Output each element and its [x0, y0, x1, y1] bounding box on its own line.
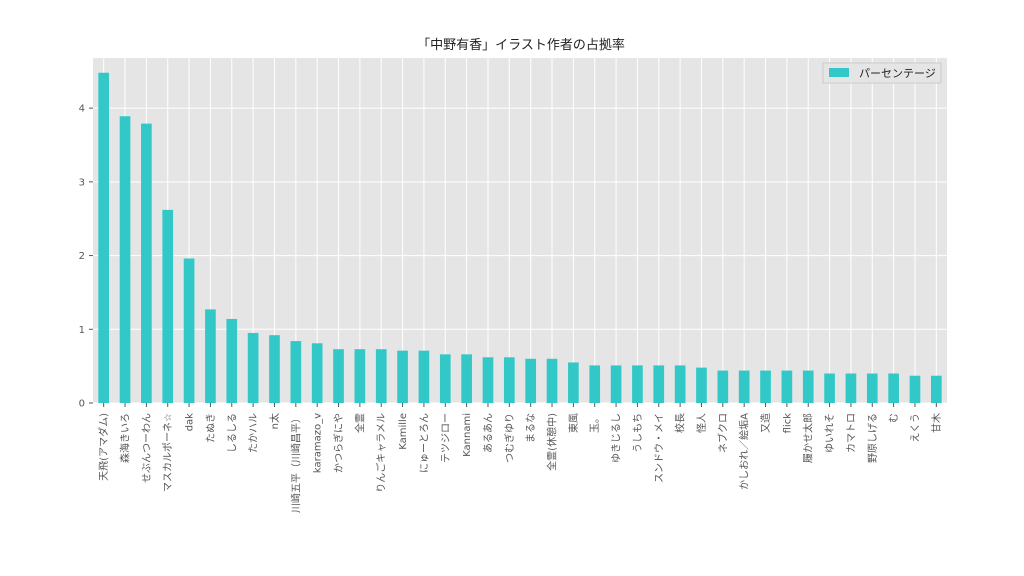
x-tick-label: まるな: [525, 413, 537, 443]
bar: [418, 350, 430, 403]
y-tick-label: 0: [79, 399, 85, 410]
bar: [781, 370, 793, 403]
bar: [354, 349, 366, 403]
x-tick-label: マスカルポーネ☆: [162, 413, 174, 492]
bar: [632, 365, 643, 403]
x-tick-label: 又造: [759, 413, 772, 433]
bar: [119, 116, 131, 403]
bar: [653, 365, 665, 403]
x-tick-label: かつらぎにや: [332, 413, 345, 473]
bar: [888, 373, 899, 403]
x-tick-label: ゆいれそ: [824, 413, 836, 453]
legend-label: パーセンテージ: [859, 67, 936, 80]
x-tick-label: 校長: [674, 413, 687, 433]
x-tick-label: えくう: [909, 413, 921, 443]
legend-swatch: [829, 68, 849, 77]
x-tick-label: ネブクロ: [716, 413, 729, 453]
x-tick-label: せぶんつーわん: [141, 413, 153, 483]
bar: [589, 365, 601, 403]
x-tick-label: 履かせ太郎: [802, 413, 815, 463]
x-tick-label: うしもち: [632, 413, 644, 453]
x-tick-label: 森海きいろ: [119, 413, 132, 463]
x-axis-ticks: 天飛(アマダム) 森海きいろ せぶんつーわん マスカルポーネ☆ dak たぬき しるしる たか…: [97, 403, 943, 513]
bar: [930, 375, 942, 403]
x-tick-label: Kamille: [398, 413, 409, 450]
bar: [397, 350, 408, 403]
x-tick-label: 東風: [567, 413, 580, 433]
x-tick-label: 全霊: [353, 413, 366, 433]
bars: [98, 72, 942, 403]
bar: [162, 209, 174, 403]
x-tick-label: 怪人: [695, 413, 708, 433]
x-tick-label: あるあん: [482, 413, 494, 453]
bar: [333, 349, 344, 403]
bar: [845, 373, 857, 403]
bar: [141, 123, 152, 403]
bar: [568, 362, 579, 403]
x-tick-label: Kannami: [462, 413, 473, 457]
bar: [866, 373, 878, 403]
x-tick-label: かしおれ／絵垢A: [738, 413, 751, 490]
legend-box: [822, 62, 942, 84]
bar: [205, 309, 216, 403]
bar: [247, 332, 259, 403]
bar: [546, 358, 558, 403]
x-tick-label: つむぎゆり: [503, 413, 516, 463]
x-tick-label: dak: [185, 413, 196, 431]
chart-title: 「中野有香」イラスト作者の占拠率: [417, 37, 625, 53]
x-tick-label: n太: [268, 413, 281, 429]
bar: [674, 365, 686, 403]
x-tick-label: 川崎五平（川崎昌平）: [289, 413, 302, 513]
x-tick-label: たぬき: [205, 413, 217, 443]
bar: [226, 318, 238, 403]
bar: [269, 335, 280, 403]
bar: [909, 375, 921, 403]
x-tick-label: 全霊(休憩中): [546, 413, 559, 471]
x-tick-label: flick: [782, 413, 793, 434]
x-tick-label: karamazo_v: [313, 413, 324, 473]
bar: [461, 354, 472, 403]
bar: [311, 343, 323, 403]
bar: [375, 349, 387, 403]
bar: [183, 258, 195, 403]
x-tick-label: む: [888, 413, 900, 423]
y-tick-label: 1: [79, 325, 85, 336]
bar: [525, 358, 537, 403]
bar: [824, 373, 835, 403]
y-tick-label: 3: [79, 177, 85, 188]
y-tick-label: 4: [79, 104, 85, 115]
bar: [98, 72, 110, 403]
bar: [482, 357, 494, 403]
bar: [760, 370, 771, 403]
x-tick-label: 天飛(アマダム): [97, 413, 110, 481]
bar: [610, 365, 622, 403]
bar: [503, 357, 515, 403]
x-tick-label: スンドウ・メイ: [653, 413, 665, 483]
bar: [738, 370, 750, 403]
bar: [802, 370, 814, 403]
x-tick-label: たかハル: [248, 413, 260, 453]
x-tick-label: 甘木: [930, 413, 943, 433]
x-tick-label: テツジロー: [441, 413, 452, 463]
bar: [696, 367, 707, 403]
x-tick-label: にゅーとろん: [418, 413, 430, 473]
bar: [717, 370, 729, 403]
plot-area: [93, 58, 947, 403]
x-tick-label: 玉。: [590, 413, 601, 433]
bar: [290, 341, 302, 403]
x-tick-label: カマトロ: [845, 413, 857, 453]
y-tick-label: 2: [79, 251, 85, 262]
y-axis-ticks: 0 1 2 3 4: [79, 104, 93, 410]
x-tick-label: 野原しげる: [867, 413, 879, 463]
x-tick-label: しるしる: [226, 413, 238, 453]
x-tick-label: りんごキャラメル: [375, 413, 388, 493]
legend: パーセンテージ: [822, 62, 942, 84]
x-tick-label: ゆきじるし: [611, 413, 623, 463]
bar: [439, 354, 451, 403]
